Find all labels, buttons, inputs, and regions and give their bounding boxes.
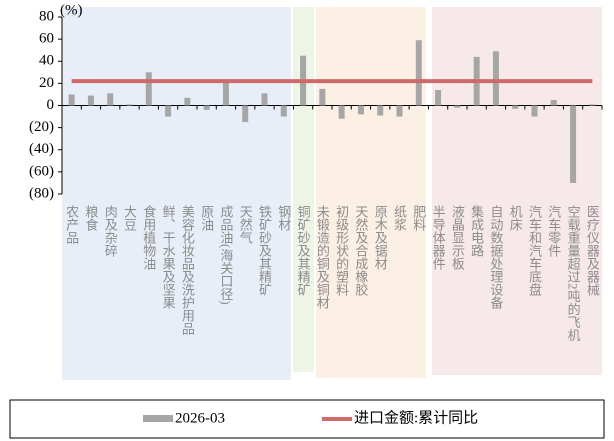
x-tick-label: 天然及合成橡胶 xyxy=(353,205,368,297)
legend-label: 进口金额:累计同比 xyxy=(354,409,478,426)
bar xyxy=(435,90,442,106)
bar xyxy=(357,105,364,115)
legend-label: 2026-03 xyxy=(175,410,225,426)
bar xyxy=(319,88,326,106)
bar xyxy=(570,105,577,183)
y-tick-label: (20) xyxy=(29,119,54,135)
group-panel xyxy=(316,7,426,378)
bar xyxy=(492,51,499,106)
group-panel xyxy=(293,7,314,372)
x-tick-label: 天然气 xyxy=(238,205,253,244)
x-tick-label: 原木及锯材 xyxy=(373,205,388,270)
x-tick-label: 医疗仪器及器械 xyxy=(585,205,600,296)
x-tick-label: 液晶显示板 xyxy=(450,205,465,271)
legend-swatch xyxy=(143,415,173,422)
x-tick-label: 机床 xyxy=(508,205,523,231)
x-tick-label: 肥料 xyxy=(411,205,426,231)
unit-label: (%) xyxy=(60,2,83,18)
bar xyxy=(589,104,596,106)
bar xyxy=(280,105,287,117)
x-tick-label: 纸浆 xyxy=(392,205,407,231)
x-tick-label: 初级形状的塑料 xyxy=(334,205,349,296)
bar xyxy=(165,105,172,117)
bar xyxy=(415,40,422,106)
bar xyxy=(531,105,538,117)
x-tick-label: 汽车零件 xyxy=(546,205,561,257)
x-tick-label: 铜矿砂及其精矿 xyxy=(296,205,311,296)
x-tick-label: 成品油(海关口径) xyxy=(218,205,233,305)
y-tick-label: (80) xyxy=(29,185,54,201)
bar xyxy=(184,97,191,106)
bar xyxy=(87,95,94,106)
bar xyxy=(126,104,133,106)
x-tick-label: 半导体器件 xyxy=(431,205,446,270)
bar xyxy=(107,93,114,106)
bar xyxy=(377,105,384,116)
group-panel xyxy=(62,7,291,380)
x-tick-label: 大豆 xyxy=(122,205,137,231)
x-tick-label: 铁矿砂及其精矿 xyxy=(257,205,272,296)
bar xyxy=(68,94,75,106)
bar xyxy=(222,82,229,106)
legend-box xyxy=(9,399,605,439)
x-tick-label: 未锻造的铜及铜材 xyxy=(315,205,330,309)
y-tick-label: (60) xyxy=(29,163,54,179)
y-tick-label: 20 xyxy=(39,75,54,91)
x-tick-label: 汽车和汽车底盘 xyxy=(527,205,542,296)
bar xyxy=(512,105,519,109)
bar xyxy=(338,105,345,119)
x-tick-label: 粮食 xyxy=(83,205,98,231)
x-tick-label: 钢材 xyxy=(276,205,291,231)
y-tick-label: 80 xyxy=(39,8,54,24)
bar xyxy=(261,93,268,106)
y-tick-label: 0 xyxy=(47,97,55,113)
bar xyxy=(145,72,152,106)
bar xyxy=(396,105,403,117)
x-tick-label: 农产品 xyxy=(64,205,79,244)
bar xyxy=(454,105,461,108)
bar xyxy=(550,99,557,106)
x-tick-label: 空载重量超过2吨的飞机 xyxy=(566,205,581,343)
group-panel xyxy=(432,7,602,375)
x-tick-label: 自动数据处理设备 xyxy=(488,205,503,310)
bar xyxy=(242,105,249,123)
bar xyxy=(203,105,210,110)
x-tick-label: 食用植物油 xyxy=(141,204,156,270)
x-tick-label: 鲜、干水果及坚果 xyxy=(161,205,176,309)
x-tick-label: 原油 xyxy=(199,205,214,231)
x-tick-label: 集成电路 xyxy=(469,204,484,257)
y-tick-label: (40) xyxy=(29,141,54,157)
x-tick-label: 肉及杂碎 xyxy=(103,205,118,257)
y-tick-label: 40 xyxy=(39,53,54,69)
y-tick-label: 60 xyxy=(39,31,54,47)
x-tick-label: 美容化妆品及洗护用品 xyxy=(180,205,195,335)
